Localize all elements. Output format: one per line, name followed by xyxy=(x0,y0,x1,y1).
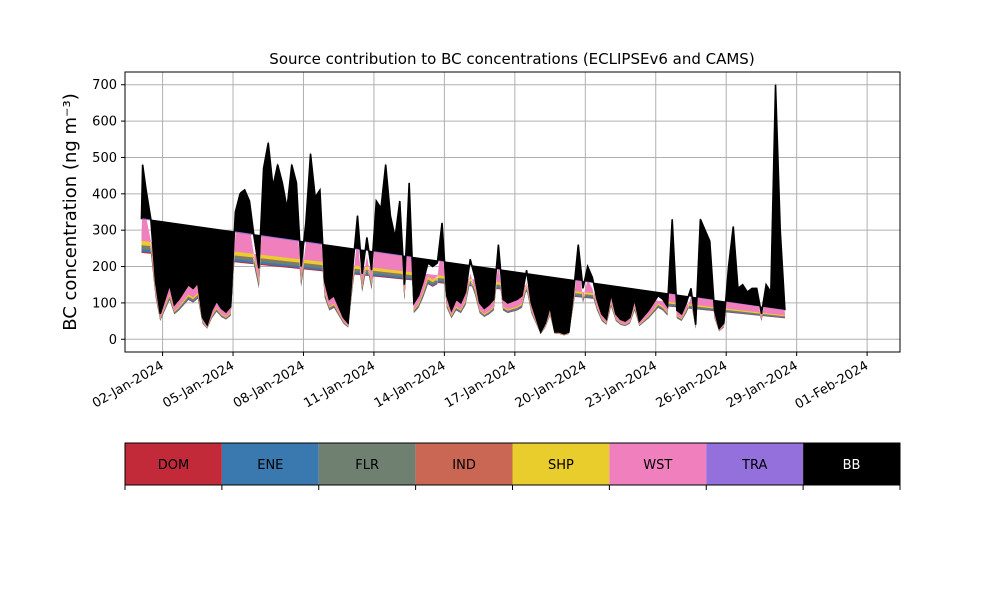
legend-swatch-ene xyxy=(221,443,319,485)
legend-swatch-flr xyxy=(318,443,416,485)
legend-label-ind: IND xyxy=(452,458,476,473)
y-tick-label: 500 xyxy=(92,151,117,166)
y-tick-label: 400 xyxy=(92,187,117,202)
chart-title: Source contribution to BC concentrations… xyxy=(269,50,754,68)
legend-label-shp: SHP xyxy=(548,458,574,473)
plot-frame xyxy=(124,71,901,353)
legend-label-ene: ENE xyxy=(257,458,283,473)
legend-swatch-wst xyxy=(609,443,707,485)
legend-swatch-dom xyxy=(125,443,222,485)
legend: DOM ENE FLR IND SHP WST TRA BB xyxy=(124,442,901,490)
legend-label-dom: DOM xyxy=(158,458,189,473)
legend-label-flr: FLR xyxy=(355,458,379,473)
y-tick-label: 200 xyxy=(92,260,117,275)
y-tick-label: 100 xyxy=(92,296,117,311)
legend-label-tra: TRA xyxy=(741,458,767,473)
area-bb xyxy=(141,82,785,334)
y-tick-label: 300 xyxy=(92,224,117,239)
y-tick-label: 600 xyxy=(92,115,117,130)
legend-label-bb: BB xyxy=(843,458,861,473)
total-line xyxy=(140,84,786,335)
legend-swatch-tra xyxy=(706,443,804,485)
y-axis-label: BC concentration (ng m⁻³) xyxy=(60,93,81,331)
legend-swatch-ind xyxy=(415,443,513,485)
y-axis: 0 100 200 300 400 500 600 700 xyxy=(92,78,125,348)
y-tick-label: 0 xyxy=(109,333,117,348)
legend-label-wst: WST xyxy=(643,458,672,473)
legend-swatch-bb xyxy=(803,443,900,485)
legend-swatch-shp xyxy=(512,443,610,485)
y-tick-label: 700 xyxy=(92,78,117,93)
